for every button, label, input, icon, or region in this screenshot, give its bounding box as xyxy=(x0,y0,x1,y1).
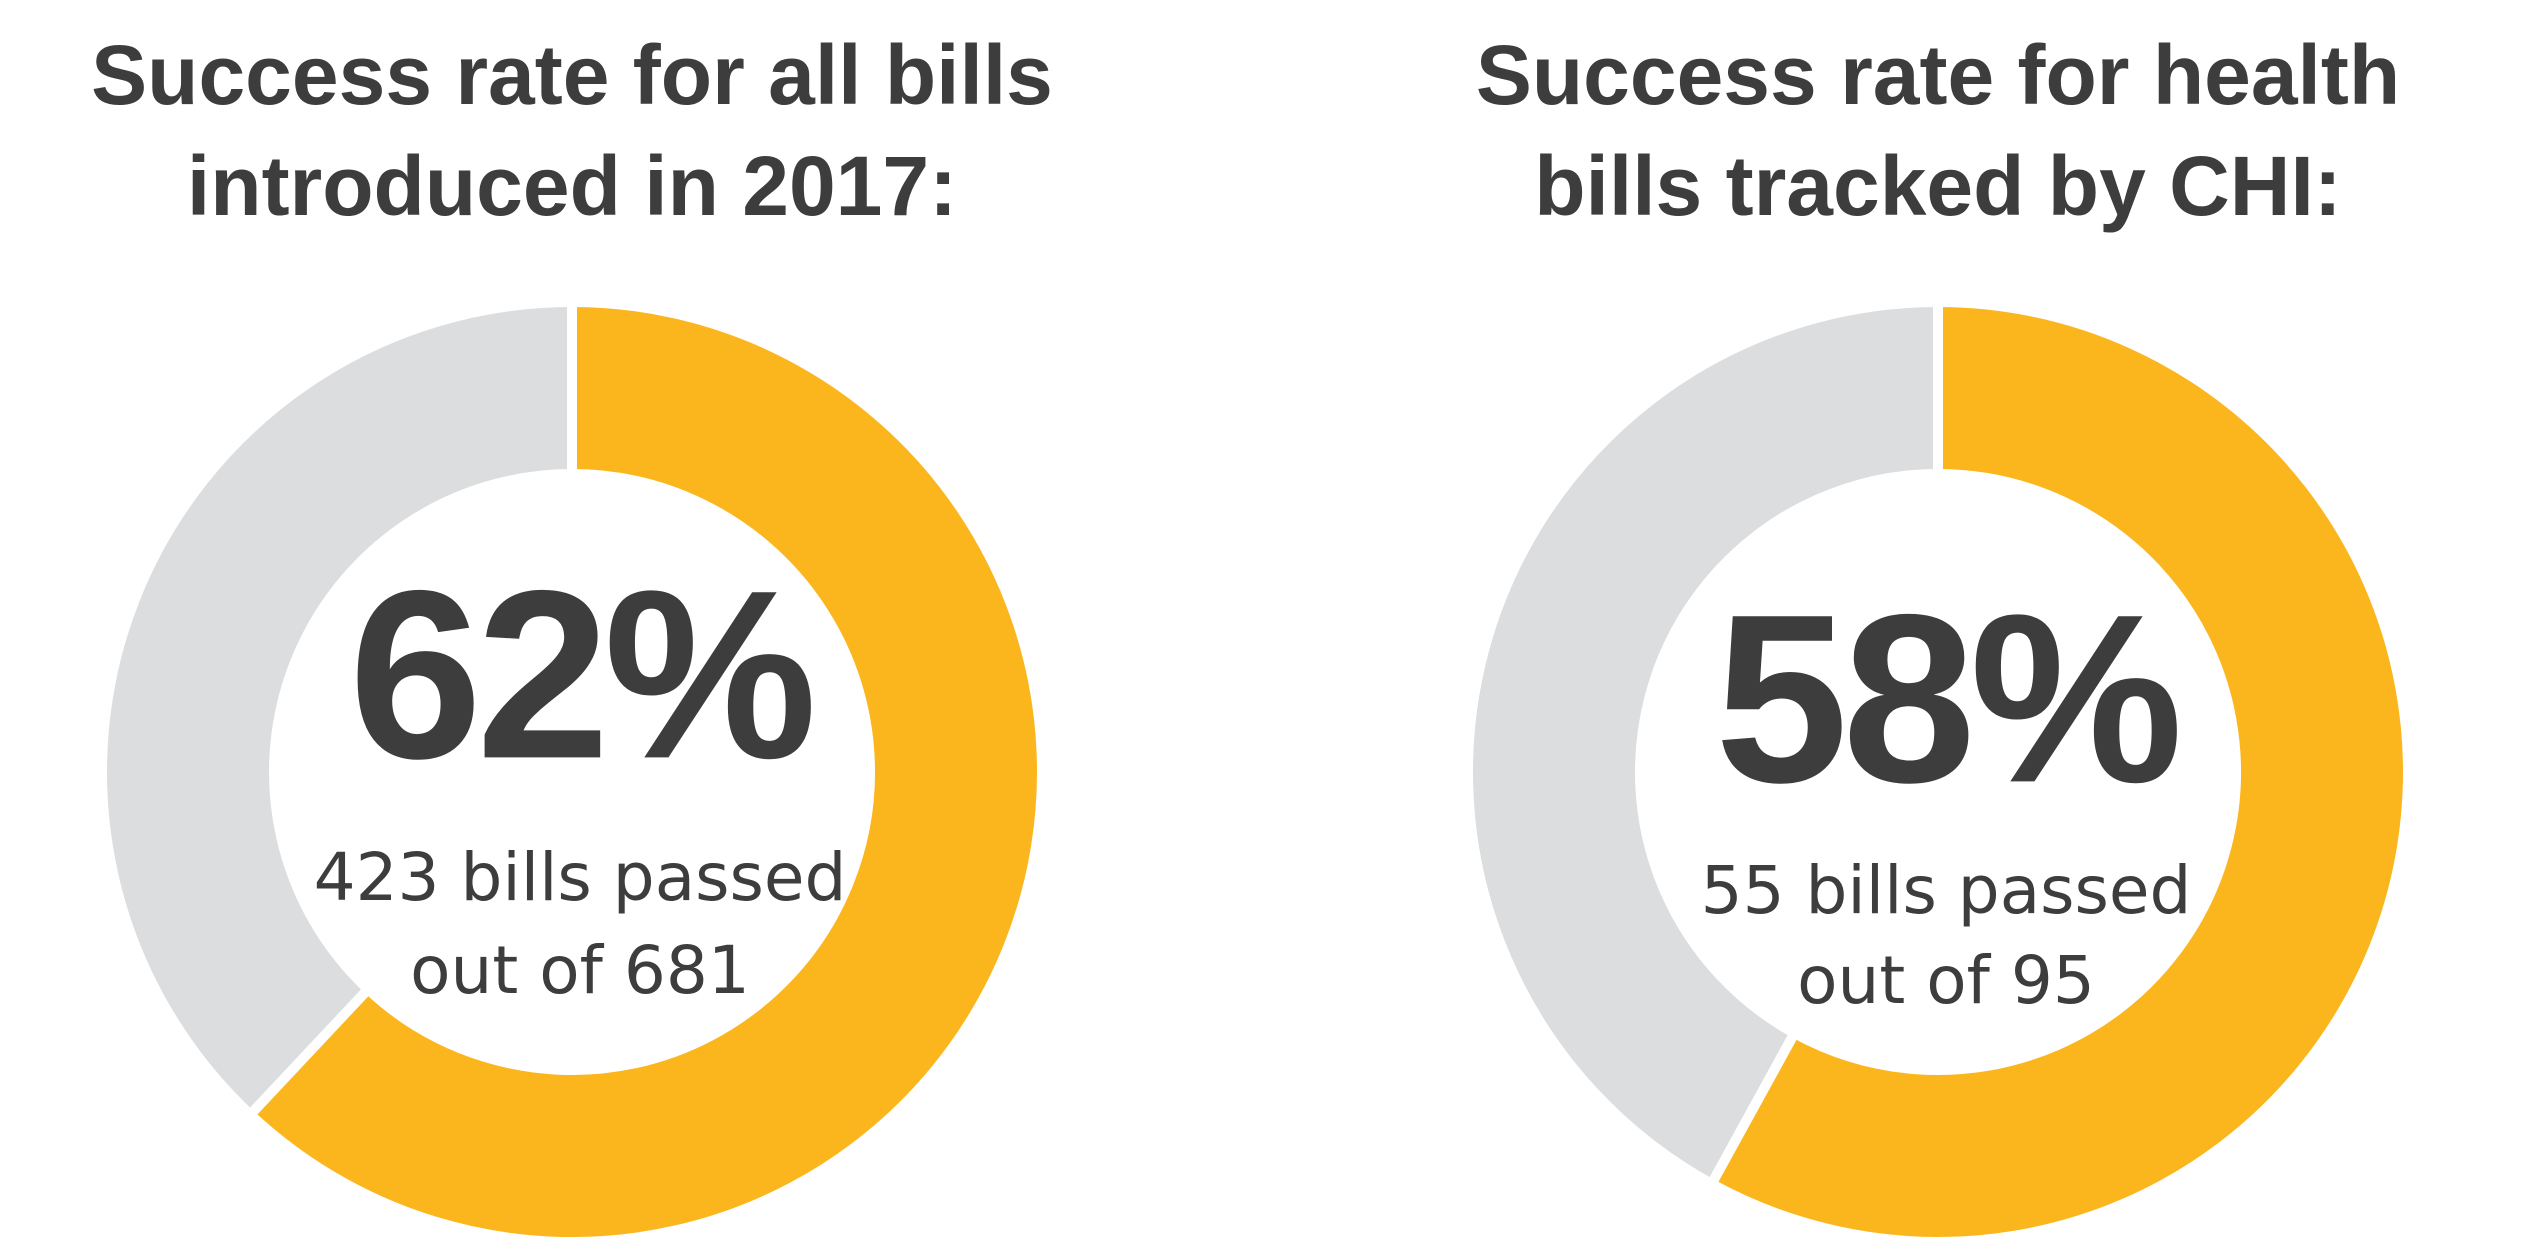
chart-title: Success rate for health xyxy=(1476,28,2400,122)
chart-title: Success rate for all bills xyxy=(91,28,1053,122)
donut-segment xyxy=(97,296,577,1122)
annotation: 55 bills passed xyxy=(1701,852,2192,929)
center-value-label: 58% xyxy=(1715,564,2178,832)
chart-title: bills tracked by CHI: xyxy=(1534,139,2342,233)
annotation: 423 bills passed xyxy=(314,839,847,916)
donut-segment xyxy=(1463,296,1943,1191)
annotation: out of 95 xyxy=(1797,942,2095,1019)
donut-segment xyxy=(1704,296,2414,1247)
annotation: out of 681 xyxy=(410,932,750,1009)
donut-segment xyxy=(243,296,1047,1247)
center-value-label: 62% xyxy=(349,540,812,808)
chart-title: introduced in 2017: xyxy=(187,139,957,233)
